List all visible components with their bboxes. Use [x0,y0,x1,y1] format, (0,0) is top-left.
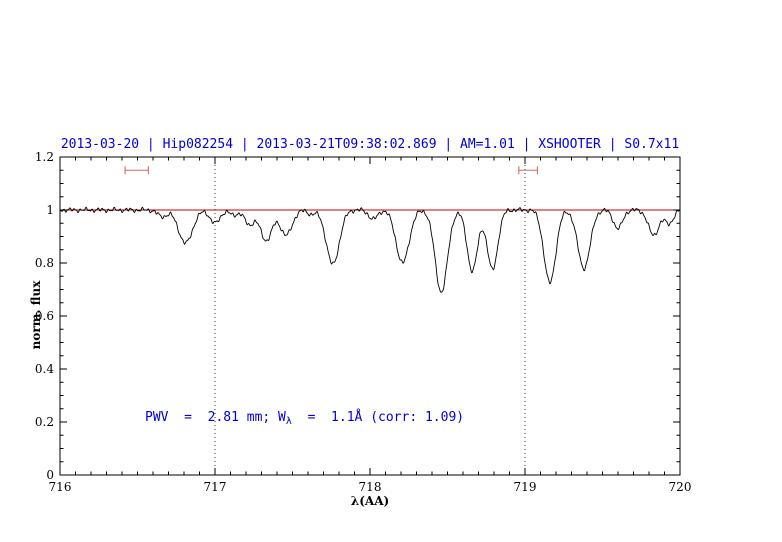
y-tick-label: 0.8 [34,256,54,270]
y-tick-label: 0.4 [34,362,54,376]
spectrum-line [59,206,681,293]
interval-marker [518,166,538,175]
y-tick-label: 0.6 [34,309,54,323]
x-tick-label: 717 [203,480,227,494]
lambda-subscript: λ [285,416,292,427]
y-tick-label: 1.2 [34,150,54,164]
x-tick-label: 718 [358,480,382,494]
x-tick-label: 720 [668,480,692,494]
plot-title: 2013-03-20 | Hip082254 | 2013-03-21T09:3… [60,137,680,152]
y-tick-label: 0.2 [34,415,54,429]
interval-marker [124,166,149,175]
y-tick-label: 0 [46,468,54,482]
pwv-annotation-prefix: PWV = 2.81 mm; W [145,410,286,425]
pwv-annotation: PWV = 2.81 mm; Wλ = 1.1Å (corr: 1.09) [145,410,464,427]
pwv-annotation-suffix: = 1.1Å (corr: 1.09) [291,410,465,425]
x-tick-label: 719 [513,480,537,494]
x-tick-label: 716 [48,480,72,494]
x-axis-label: λ(AA) [350,494,390,508]
axis-ticks [59,156,681,476]
y-tick-label: 1 [46,203,54,217]
plot-frame [59,156,681,476]
